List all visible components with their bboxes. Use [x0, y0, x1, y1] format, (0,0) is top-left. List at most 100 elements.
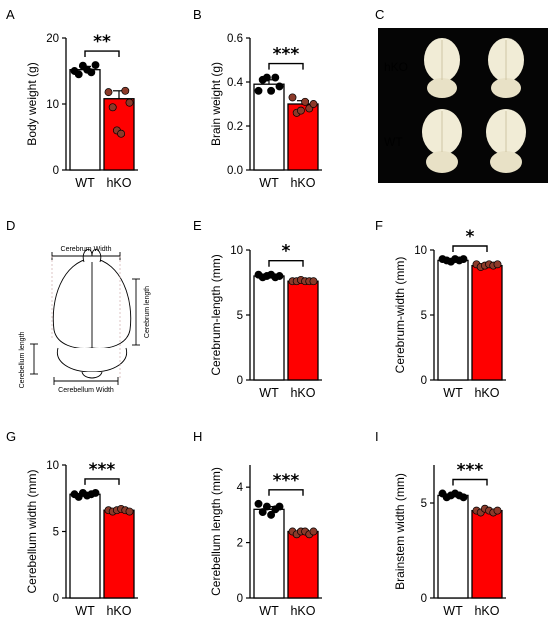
photo-label-hko: hKO [384, 60, 408, 74]
significance-label-f: * [466, 227, 475, 247]
chart-h: 0 2 4 Cerebellum length (mm) WT hKO *** [209, 465, 322, 618]
x-tick-label-i-1: hKO [474, 604, 499, 618]
panel-label-d: D [6, 218, 15, 233]
data-point-e-1-5 [309, 277, 318, 286]
data-point-a-1-4 [121, 86, 130, 95]
data-point-b-0-5 [275, 82, 284, 91]
x-tick-label-e-1: hKO [290, 386, 315, 400]
data-point-h-0-3 [267, 510, 276, 519]
x-tick-label-a-0: WT [75, 176, 95, 190]
data-point-a-1-3 [117, 129, 126, 138]
data-point-h-0-1 [258, 508, 267, 517]
bar-i-wt [437, 494, 469, 599]
data-point-e-0-5 [275, 272, 284, 280]
x-tick-label-f-0: WT [443, 386, 463, 400]
y-tick-label-a-2: 20 [46, 33, 59, 45]
y-tick-label-h-0: 0 [237, 593, 243, 605]
photo-label-wt: WT [384, 135, 403, 149]
y-tick-label-f-2: 10 [414, 245, 427, 257]
bar-g-wt [69, 493, 101, 599]
significance-bracket-b [268, 62, 304, 70]
significance-bracket-i [452, 478, 488, 486]
panel-label-b: B [193, 7, 202, 22]
data-point-h-0-0 [254, 499, 263, 508]
brain-specimen-hko-2 [488, 38, 524, 98]
bar-g-hko [103, 509, 135, 599]
data-point-a-0-1 [74, 70, 83, 79]
significance-bracket-a [84, 50, 120, 58]
bar-i-hko [471, 509, 503, 599]
x-tick-label-h-1: hKO [290, 604, 315, 618]
data-point-f-1-5 [493, 260, 502, 269]
y-tick-label-g-2: 10 [46, 460, 59, 472]
data-point-b-1-2 [296, 106, 305, 115]
brain-specimen-hko-1 [424, 38, 460, 98]
significance-bracket-h [268, 489, 304, 496]
data-point-a-1-5 [125, 98, 134, 107]
bar-b-hko [287, 103, 319, 171]
bar-f-hko [471, 264, 503, 381]
data-point-b-0-2 [262, 73, 271, 82]
y-tick-label-b-1: 0.2 [227, 121, 243, 133]
chart-i: 0 5 Brainstem width (mm) WT hKO *** [393, 461, 506, 618]
significance-label-a: ** [93, 32, 111, 52]
data-point-b-1-0 [288, 93, 297, 102]
cerebellum-outline [56, 347, 128, 373]
panel-label-i: I [375, 429, 379, 444]
brainstem-outline [81, 371, 103, 379]
y-axis-label-a: Body weight (g) [25, 62, 39, 145]
data-point-i-0-5 [459, 493, 468, 502]
y-axis-label-e: Cerebrum-length (mm) [209, 254, 223, 375]
significance-bracket-g [84, 478, 120, 485]
y-tick-label-h-1: 2 [237, 538, 243, 550]
significance-label-g: *** [89, 460, 116, 480]
panel-label-g: G [6, 429, 16, 444]
data-point-f-0-5 [459, 255, 468, 264]
brain-diagram [30, 249, 140, 385]
bar-f-wt [437, 259, 469, 381]
y-tick-label-b-3: 0.6 [227, 33, 243, 45]
significance-label-b: *** [273, 45, 300, 65]
panel-label-c: C [375, 7, 384, 22]
label-cerebellum-width: Cerebellum Width [58, 387, 114, 394]
data-point-g-1-5 [125, 507, 134, 516]
brain-photo: hKO WT [378, 28, 548, 183]
chart-e: 0 5 10 Cerebrum-length (mm) WT hKO * [209, 242, 322, 400]
y-axis-label-h: Cerebellum length (mm) [209, 467, 223, 596]
data-point-b-0-0 [254, 86, 263, 95]
y-axis-label-i: Brainstem width (mm) [393, 473, 407, 590]
y-tick-label-i-1: 5 [421, 498, 427, 510]
bar-a-wt [69, 69, 101, 171]
brain-specimen-wt-2 [486, 109, 526, 173]
x-tick-label-g-1: hKO [106, 604, 131, 618]
data-point-a-0-5 [91, 61, 100, 70]
y-axis-label-g: Cerebellum width (mm) [25, 469, 39, 593]
significance-bracket-e [268, 260, 304, 267]
x-tick-label-i-0: WT [443, 604, 463, 618]
significance-bracket-f [452, 245, 488, 252]
data-point-h-1-5 [309, 527, 318, 536]
bar-h-hko [287, 530, 319, 599]
y-tick-label-h-2: 4 [237, 482, 244, 494]
data-point-i-1-5 [493, 506, 502, 515]
data-point-h-0-2 [262, 502, 271, 511]
data-point-h-0-5 [275, 502, 284, 511]
x-tick-label-g-0: WT [75, 604, 95, 618]
chart-g: 0 5 10 Cerebellum width (mm) WT hKO *** [25, 460, 138, 618]
data-point-b-1-5 [309, 100, 318, 108]
bar-e-hko [287, 280, 319, 381]
y-tick-label-g-1: 5 [53, 527, 59, 539]
data-point-b-0-4 [271, 73, 280, 82]
panel-label-e: E [193, 218, 202, 233]
data-point-b-1-3 [301, 97, 310, 106]
data-point-a-1-1 [108, 103, 117, 112]
diagram-labels: Cerebrum Width Cerebrum length Cerebellu… [19, 246, 151, 394]
significance-label-h: *** [273, 471, 300, 491]
brain-specimen-wt-1 [422, 109, 462, 173]
y-axis-label-b: Brain weight (g) [209, 62, 223, 146]
chart-b: 0.0 0.2 0.4 0.6 Brain weight (g) WT hKO *** [209, 33, 322, 190]
bar-e-wt [253, 275, 285, 381]
y-tick-label-i-0: 0 [421, 593, 427, 605]
